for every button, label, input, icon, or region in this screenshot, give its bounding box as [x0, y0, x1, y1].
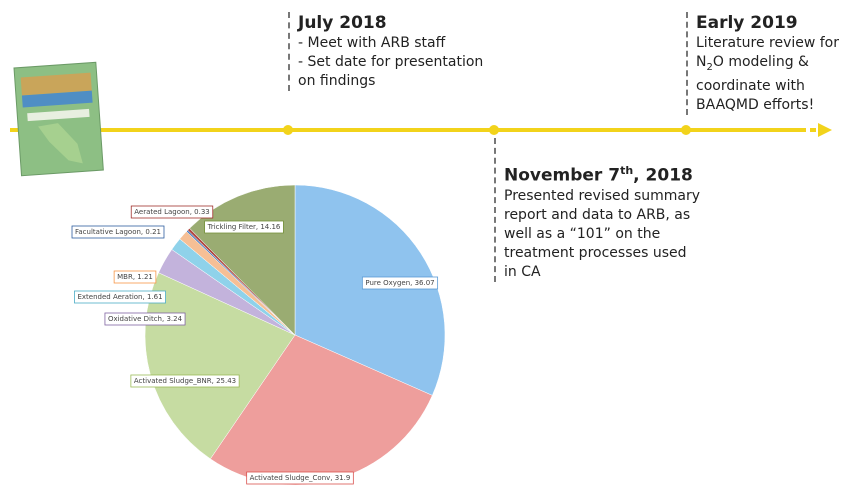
- event-line: - Set date for presentation: [298, 53, 483, 72]
- data-label: Extended Aeration, 1.61: [77, 293, 162, 301]
- data-label: Trickling Filter, 14.16: [207, 223, 281, 231]
- event-line: N2O modeling &: [696, 53, 839, 77]
- event-line: treatment processes used: [504, 244, 700, 263]
- superscript: th: [620, 164, 633, 177]
- data-label: Oxidative Ditch, 3.24: [108, 315, 183, 323]
- data-label: Aerated Lagoon, 0.33: [134, 208, 210, 216]
- event: July 2018 - Meet with ARB staff - Set da…: [288, 12, 483, 91]
- event: Early 2019 Literature review for N2O mod…: [686, 12, 839, 115]
- data-label: Pure Oxygen, 36.07: [365, 279, 434, 287]
- event-line: on findings: [298, 72, 483, 91]
- title-text: , 2018: [633, 166, 693, 186]
- event-line: Literature review for: [696, 34, 839, 53]
- event-title: July 2018: [298, 12, 483, 34]
- data-label: Activated Sludge_BNR, 25.43: [134, 377, 236, 385]
- event-title: November 7th, 2018: [504, 160, 700, 187]
- title-text: November 7: [504, 166, 620, 186]
- event-line: report and data to ARB, as: [504, 206, 700, 225]
- data-label: Activated Sludge_Conv, 31.9: [250, 474, 351, 482]
- event-line: coordinate with: [696, 77, 839, 96]
- event-line: well as a “101” on the: [504, 225, 700, 244]
- event-line: BAAQMD efforts!: [696, 96, 839, 115]
- event: November 7th, 2018 Presented revised sum…: [494, 138, 700, 282]
- timeline-dot: [283, 125, 293, 135]
- event-line: in CA: [504, 263, 700, 282]
- timeline-dot: [489, 125, 499, 135]
- event-line: Presented revised summary: [504, 187, 700, 206]
- formula: N: [696, 54, 706, 70]
- event-line: - Meet with ARB staff: [298, 34, 483, 53]
- pie: Pure Oxygen, 36.07 Activated Sludge_Conv,…: [72, 185, 445, 485]
- report-cover: [14, 62, 103, 175]
- event-text: modeling &: [728, 54, 809, 70]
- event-title: Early 2019: [696, 12, 839, 34]
- data-label: Facultative Lagoon, 0.21: [75, 228, 161, 236]
- timeline-arrow: [818, 123, 832, 137]
- timeline-dot: [681, 125, 691, 135]
- formula: O: [713, 54, 724, 70]
- slide: Pure Oxygen, 36.07 Activated Sludge_Conv,…: [0, 0, 854, 491]
- data-label: MBR, 1.21: [117, 273, 153, 281]
